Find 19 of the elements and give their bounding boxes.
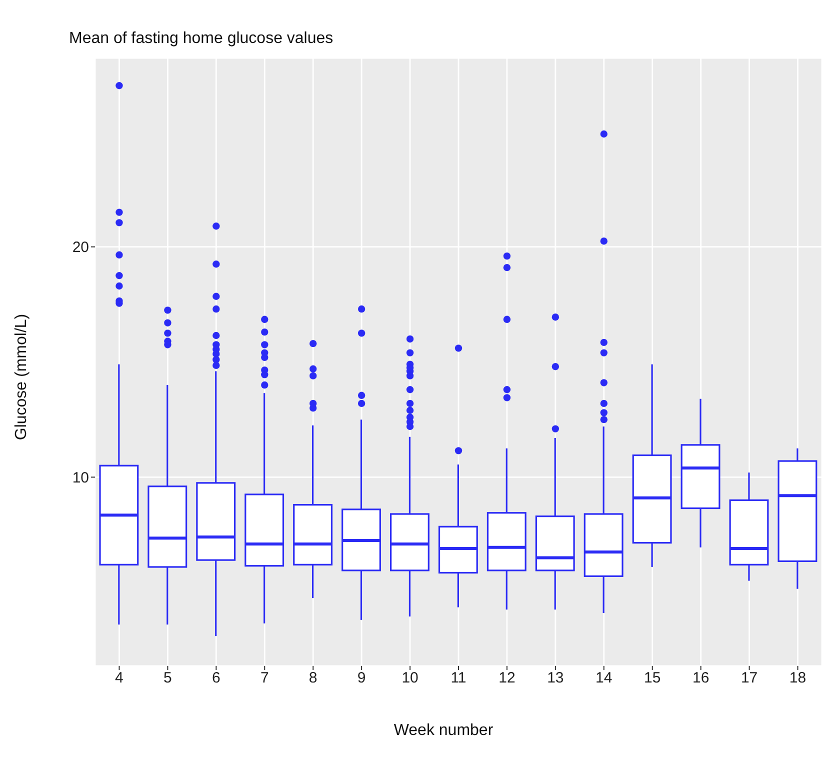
x-tick-label: 5 — [164, 670, 172, 687]
x-tick-label: 6 — [212, 670, 220, 687]
x-tick-label: 8 — [308, 670, 318, 687]
y-axis-title: Glucose (mmol/L) — [13, 314, 31, 440]
x-tick-label: 11 — [450, 670, 466, 687]
x-tick-label: 10 — [402, 670, 418, 687]
x-axis-title: Week number — [392, 722, 494, 740]
x-tick-label: 15 — [644, 670, 661, 687]
y-tick-label: 20 — [72, 239, 89, 256]
chart-title: Mean of fasting home glucose values — [69, 30, 334, 48]
x-tick-label: 14 — [596, 670, 612, 687]
x-tick-label: 9 — [357, 670, 366, 687]
x-tick-label: 7 — [260, 670, 269, 687]
x-tick-label: 12 — [498, 670, 516, 687]
x-tick-label: 16 — [692, 670, 710, 687]
x-tick-label: 18 — [789, 670, 806, 687]
x-tick-label: 17 — [740, 670, 758, 687]
x-tick-label: 13 — [547, 670, 564, 687]
x-tick-label: 4 — [115, 670, 124, 687]
